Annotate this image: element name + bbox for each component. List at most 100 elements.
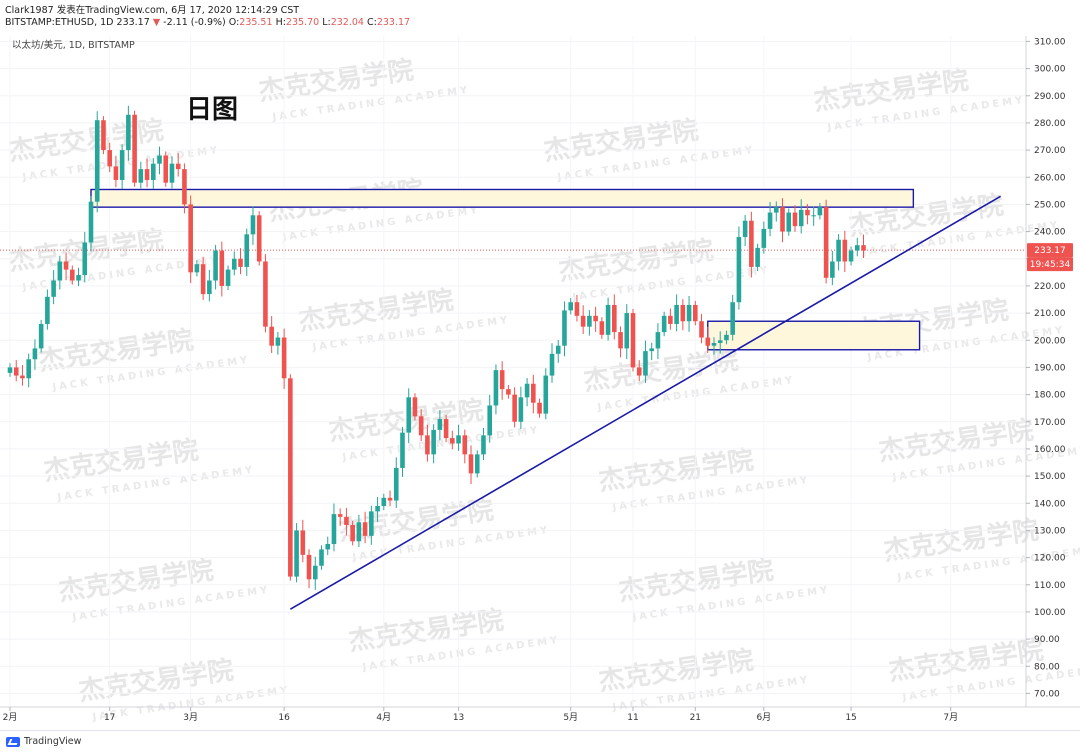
candle: [101, 116, 106, 155]
candle: [462, 429, 468, 464]
candle-body: [306, 554, 312, 580]
candle-body: [537, 402, 542, 414]
candle-body: [57, 261, 63, 281]
candle-body: [200, 264, 206, 295]
open-label: O:: [228, 17, 240, 28]
y-tick-label: 100.00: [1034, 608, 1066, 618]
candle: [854, 237, 860, 257]
candle: [686, 295, 692, 332]
y-tick-label: 170.00: [1034, 418, 1066, 428]
symbol-name: BITSTAMP:ETHUSD, 1D: [5, 17, 114, 28]
candle: [418, 408, 424, 442]
tradingview-logo[interactable]: TradingView: [6, 736, 81, 747]
candle-body: [798, 209, 804, 227]
candle: [250, 206, 256, 245]
candle: [493, 364, 499, 415]
candle: [705, 326, 711, 354]
candle: [200, 256, 206, 300]
candle-body: [531, 383, 536, 403]
candle-body: [861, 245, 866, 251]
candle-body: [823, 207, 829, 278]
candle-body: [344, 516, 349, 525]
candle: [555, 339, 561, 363]
candle: [568, 298, 573, 315]
candle-body: [356, 522, 362, 542]
candle: [32, 339, 38, 370]
candle-body: [643, 351, 648, 376]
candle: [649, 342, 654, 361]
candle: [400, 426, 405, 477]
trendline-layer: [289, 195, 1001, 610]
candle: [7, 363, 13, 377]
candle: [63, 252, 69, 281]
candle: [524, 378, 530, 407]
candle: [443, 414, 449, 443]
candle-body: [506, 389, 511, 395]
candle-body: [45, 296, 50, 324]
candle: [375, 497, 380, 522]
candle-body: [549, 353, 555, 376]
candle-body: [848, 250, 854, 262]
candle: [20, 364, 25, 386]
drawing-layer: [90, 188, 921, 351]
candle: [337, 508, 343, 526]
candle-body: [244, 234, 250, 267]
candle-body: [331, 514, 337, 545]
candle-body: [387, 497, 393, 501]
ascending-trendline[interactable]: [289, 195, 1001, 610]
x-tick-label: 5月: [563, 712, 578, 723]
high-value: 235.70: [285, 17, 320, 28]
support-zone[interactable]: [707, 320, 921, 351]
y-tick-label: 70.00: [1034, 689, 1060, 699]
y-tick-label: 140.00: [1034, 499, 1066, 509]
candle-body: [300, 530, 306, 555]
candle: [231, 251, 237, 276]
candle-body: [730, 302, 735, 335]
x-tick-label: 11: [627, 713, 638, 723]
candle-body: [437, 419, 443, 430]
candle-body: [88, 201, 94, 243]
candle: [599, 317, 605, 339]
candle-body: [319, 549, 324, 566]
candle: [761, 221, 767, 254]
candle-body: [649, 348, 654, 352]
candle-body: [543, 375, 549, 414]
x-tick-label: 21: [690, 713, 701, 723]
candle-body: [375, 505, 380, 512]
candle: [300, 519, 306, 563]
candle: [362, 511, 368, 544]
candle: [144, 158, 150, 188]
candle: [780, 198, 785, 243]
candle: [574, 294, 580, 322]
low-value: 232.04: [330, 17, 364, 28]
candle: [294, 523, 299, 583]
candle: [70, 265, 75, 285]
candle: [543, 368, 549, 420]
candle-body: [82, 242, 88, 276]
candle: [487, 394, 493, 443]
candle-body: [842, 239, 848, 262]
candle-body: [680, 304, 686, 322]
down-arrow-icon: ▼: [152, 17, 161, 28]
candle-body: [854, 245, 860, 251]
y-tick-label: 120.00: [1034, 554, 1066, 564]
candle: [163, 151, 169, 187]
candle-body: [263, 261, 268, 327]
candle: [636, 360, 642, 382]
candle-body: [724, 334, 729, 341]
candle: [182, 163, 187, 214]
y-tick-label: 270.00: [1034, 146, 1066, 156]
candle-body: [693, 304, 698, 322]
candle-body: [773, 207, 779, 213]
candle: [306, 549, 312, 589]
candle: [580, 305, 586, 335]
candle: [605, 297, 611, 341]
candle: [344, 507, 349, 536]
resistance-zone[interactable]: [90, 188, 915, 208]
